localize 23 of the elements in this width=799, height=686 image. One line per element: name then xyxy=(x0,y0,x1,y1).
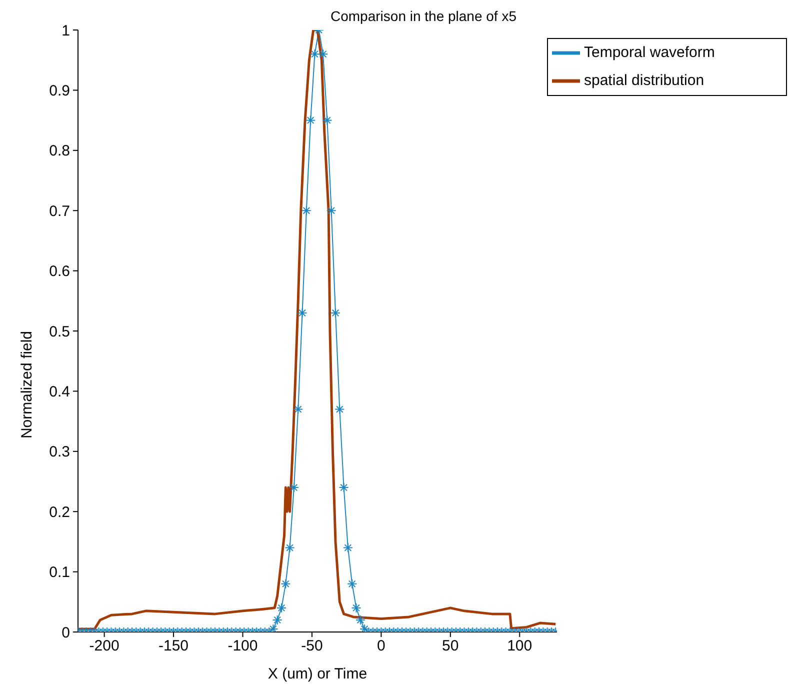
x-tick-label: 0 xyxy=(377,638,386,655)
x-tick-label: -100 xyxy=(228,638,258,655)
y-tick-label: 0.5 xyxy=(49,323,70,340)
legend-label: Temporal waveform xyxy=(584,44,715,62)
y-tick-label: 1 xyxy=(62,22,70,40)
y-tick-label: 0.9 xyxy=(49,82,70,100)
y-tick-label: 0.2 xyxy=(49,504,70,521)
y-axis-title: Normalized field xyxy=(18,331,36,439)
y-tick-label: 0.8 xyxy=(49,142,70,160)
x-tick-label: -150 xyxy=(158,638,189,655)
y-tick-label: 0.1 xyxy=(49,564,70,582)
y-tick-label: 0.7 xyxy=(49,202,70,220)
y-tick-label: 0.4 xyxy=(49,384,70,401)
y-tick-label: 0 xyxy=(62,624,70,642)
legend-label: spatial distribution xyxy=(584,72,704,90)
x-tick-label: -50 xyxy=(301,638,323,655)
y-tick-label: 0.6 xyxy=(49,263,70,280)
x-tick-label: -200 xyxy=(89,638,120,655)
chart-title: Comparison in the plane of x5 xyxy=(330,8,518,24)
y-tick-label: 0.3 xyxy=(49,444,70,461)
x-axis-title: X (um) or Time xyxy=(268,666,368,683)
x-tick-label: 50 xyxy=(442,638,459,655)
x-tick-label: 100 xyxy=(507,638,532,655)
